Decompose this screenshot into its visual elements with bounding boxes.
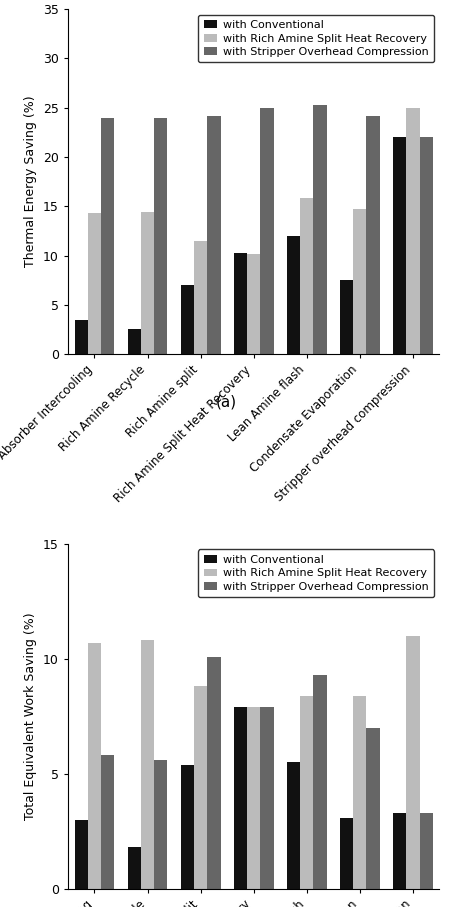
Y-axis label: Thermal Energy Saving (%): Thermal Energy Saving (%) <box>24 96 38 268</box>
Bar <box>234 252 247 354</box>
Bar <box>101 118 114 354</box>
Bar <box>141 212 154 354</box>
Bar <box>154 118 168 354</box>
Bar <box>247 707 260 889</box>
Bar <box>88 213 101 354</box>
Legend: with Conventional, with Rich Amine Split Heat Recovery, with Stripper Overhead C: with Conventional, with Rich Amine Split… <box>198 15 434 63</box>
Bar <box>406 108 419 354</box>
Bar <box>128 329 141 354</box>
Bar <box>393 813 406 889</box>
Bar <box>340 280 353 354</box>
Bar <box>207 657 221 889</box>
Bar <box>353 696 366 889</box>
Bar <box>260 108 274 354</box>
Bar <box>287 236 300 354</box>
Bar <box>287 763 300 889</box>
Bar <box>234 707 247 889</box>
Bar <box>393 137 406 354</box>
Bar <box>181 765 194 889</box>
Bar <box>194 687 207 889</box>
Bar <box>88 643 101 889</box>
Bar <box>300 199 313 354</box>
Bar <box>194 240 207 354</box>
Bar <box>406 636 419 889</box>
Bar <box>313 675 327 889</box>
Bar <box>300 696 313 889</box>
Bar <box>260 707 274 889</box>
Bar <box>75 319 88 354</box>
Bar <box>247 254 260 354</box>
Text: (a): (a) <box>216 395 237 410</box>
Bar <box>101 756 114 889</box>
Bar <box>340 817 353 889</box>
Bar <box>75 820 88 889</box>
Legend: with Conventional, with Rich Amine Split Heat Recovery, with Stripper Overhead C: with Conventional, with Rich Amine Split… <box>198 550 434 597</box>
Bar <box>366 727 380 889</box>
Bar <box>154 760 168 889</box>
Bar <box>419 137 433 354</box>
Bar <box>353 210 366 354</box>
Bar <box>419 813 433 889</box>
Bar <box>313 104 327 354</box>
Bar <box>141 640 154 889</box>
Y-axis label: Total Equivalent Work Saving (%): Total Equivalent Work Saving (%) <box>24 612 38 820</box>
Bar <box>207 115 221 354</box>
Bar <box>366 115 380 354</box>
Bar <box>128 847 141 889</box>
Bar <box>181 285 194 354</box>
